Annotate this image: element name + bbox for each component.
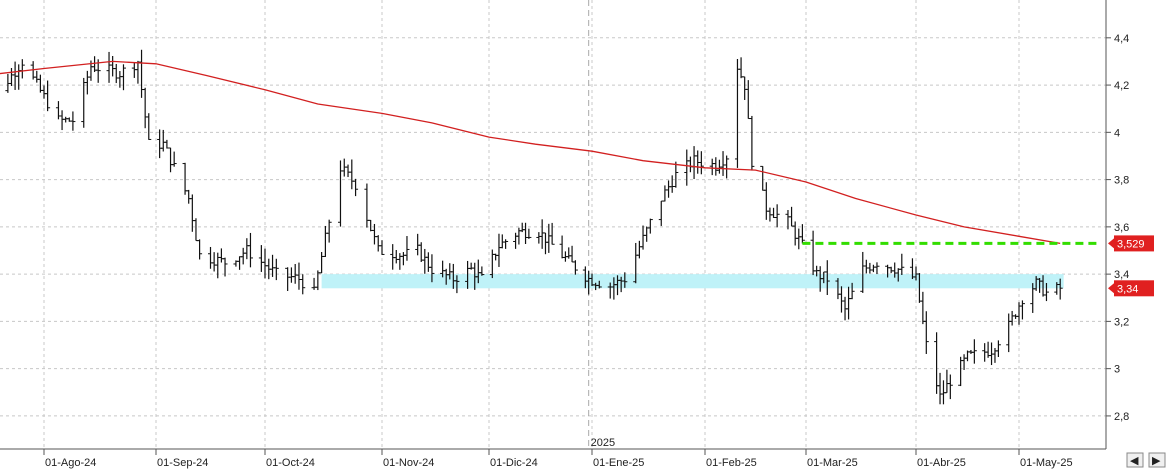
ohlc-bar <box>899 253 905 276</box>
price-badges: 3,529 3,34 <box>1108 235 1154 297</box>
support-zone <box>321 274 1064 289</box>
ma-value-badge: 3,529 <box>1108 235 1154 252</box>
axes <box>0 0 1107 450</box>
x-tick-label: 01-Nov-24 <box>383 457 434 469</box>
svg-text:3,529: 3,529 <box>1117 238 1145 250</box>
ohlc-bar <box>647 218 653 234</box>
ohlc-bar <box>273 258 279 281</box>
ohlc-bar <box>698 151 704 175</box>
moving-average <box>0 60 1061 245</box>
ohlc-bar <box>947 374 953 400</box>
ohlc-series <box>5 49 1063 405</box>
y-tick-label: 3,6 <box>1114 222 1129 234</box>
x-axis-ticks: 01-Ago-24 01-Sep-24 01-Oct-24 01-Nov-24 01-D… <box>43 437 1073 469</box>
ohlc-bar <box>673 161 679 188</box>
ohlc-bar <box>596 280 602 289</box>
scroll-left-button[interactable]: ◀ <box>1126 452 1144 468</box>
ohlc-bar <box>724 155 730 179</box>
ohlc-bar <box>1043 282 1049 302</box>
moving-average-line <box>0 60 1061 245</box>
ohlc-bar <box>379 240 385 255</box>
last-price-badge: 3,34 <box>1108 280 1154 297</box>
ohlc-bar <box>774 204 780 228</box>
ohlc-bar <box>353 178 359 197</box>
ohlc-bar <box>171 151 177 167</box>
y-tick-label: 4 <box>1114 127 1120 139</box>
scroll-navigation[interactable]: ◀ ▶ <box>1126 452 1166 468</box>
ohlc-bar <box>1019 300 1025 320</box>
y-tick-label: 4,2 <box>1114 80 1129 92</box>
y-tick-label: 3,2 <box>1114 316 1129 328</box>
ohlc-bar <box>404 236 410 261</box>
ohlc-bar <box>247 232 253 268</box>
ohlc-bar <box>526 228 532 239</box>
year-marker: 2025 <box>591 437 615 449</box>
ohlc-bar <box>749 115 755 171</box>
y-tick-label: 3,4 <box>1114 269 1129 281</box>
x-tick-label: 01-May-25 <box>1020 457 1073 469</box>
x-tick-label: 01-Sep-24 <box>157 457 208 469</box>
svg-text:▶: ▶ <box>1152 455 1161 467</box>
x-tick-label: 01-Dic-24 <box>490 457 538 469</box>
ohlc-bar <box>874 262 880 275</box>
x-tick-label: 01-Mar-25 <box>807 457 858 469</box>
ohlc-bar <box>146 113 152 140</box>
y-axis-ticks: 4,4 4,2 4 3,8 3,6 3,4 3,2 3 2,8 <box>1106 33 1129 423</box>
ohlc-bar <box>300 274 306 295</box>
ohlc-bar <box>197 239 203 260</box>
ohlc-bar <box>923 311 929 354</box>
x-tick-label: 01-Feb-25 <box>706 457 757 469</box>
x-tick-label: 01-Ago-24 <box>45 457 96 469</box>
ohlc-bar <box>454 275 460 294</box>
x-tick-label: 01-Oct-24 <box>266 457 315 469</box>
y-tick-label: 2,8 <box>1114 411 1129 423</box>
ohlc-bar <box>222 257 228 277</box>
ohlc-bar <box>824 260 830 296</box>
ohlc-bar <box>429 254 435 283</box>
ohlc-bar <box>549 222 555 245</box>
chart-grid <box>0 0 1106 449</box>
ohlc-bar <box>1057 278 1063 300</box>
ohlc-bar <box>45 80 51 112</box>
ohlc-bar <box>572 260 578 275</box>
ohlc-bar <box>971 339 977 364</box>
y-tick-label: 4,4 <box>1114 33 1129 45</box>
ohlc-bar <box>849 282 855 300</box>
svg-text:◀: ◀ <box>1130 455 1139 467</box>
ohlc-bar <box>799 224 805 244</box>
ohlc-bar <box>503 239 509 249</box>
scroll-right-button[interactable]: ▶ <box>1148 452 1166 468</box>
ohlc-bar <box>622 272 628 288</box>
y-tick-label: 3 <box>1114 364 1120 376</box>
x-tick-label: 01-Abr-25 <box>917 457 966 469</box>
ohlc-bar <box>70 111 76 131</box>
support-band <box>321 274 1064 289</box>
y-tick-label: 3,8 <box>1114 175 1129 187</box>
ohlc-bar <box>326 219 332 243</box>
svg-text:3,34: 3,34 <box>1117 283 1138 295</box>
ohlc-bar <box>479 266 485 276</box>
ohlc-bar <box>120 64 126 91</box>
x-tick-label: 01-Ene-25 <box>593 457 644 469</box>
ohlc-bar <box>995 340 1001 357</box>
